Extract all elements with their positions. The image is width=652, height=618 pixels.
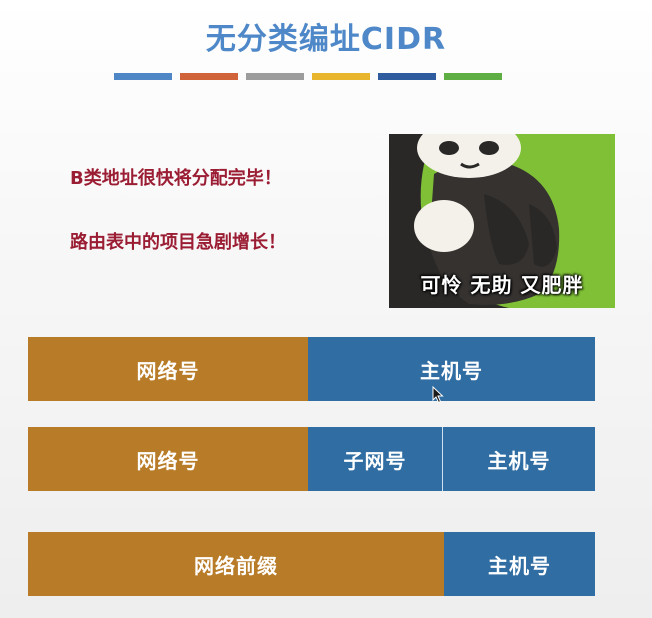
network-segment: 网络号 [28,427,308,491]
host-segment: 主机号 [442,427,595,491]
network-segment: 网络号 [28,337,308,401]
panda-meme-image: 可怜 无助 又肥胖 [389,134,615,308]
address-format-row-3: 网络前缀 主机号 [28,532,595,596]
stripe-yellow [312,73,370,80]
slide-title: 无分类编址CIDR [205,22,447,57]
mouse-cursor-icon [432,386,444,404]
bullet-text-1: B类地址很快将分配完毕！ [70,168,282,189]
network-prefix-segment: 网络前缀 [28,532,444,596]
stripe-navy [378,73,436,80]
title-underline-stripes [114,73,502,80]
address-format-row-1: 网络号 主机号 [28,337,595,401]
stripe-blue [114,73,172,80]
stripe-green [444,73,502,80]
stripe-gray [246,73,304,80]
address-format-row-2: 网络号 子网号 主机号 [28,427,595,491]
host-segment: 主机号 [444,532,595,596]
host-segment: 主机号 [308,337,595,401]
subnet-segment: 子网号 [308,427,442,491]
stripe-orange [180,73,238,80]
bullet-text-2: 路由表中的项目急剧增长！ [70,232,286,253]
meme-caption: 可怜 无助 又肥胖 [420,273,584,297]
panda-illustration [389,134,615,308]
